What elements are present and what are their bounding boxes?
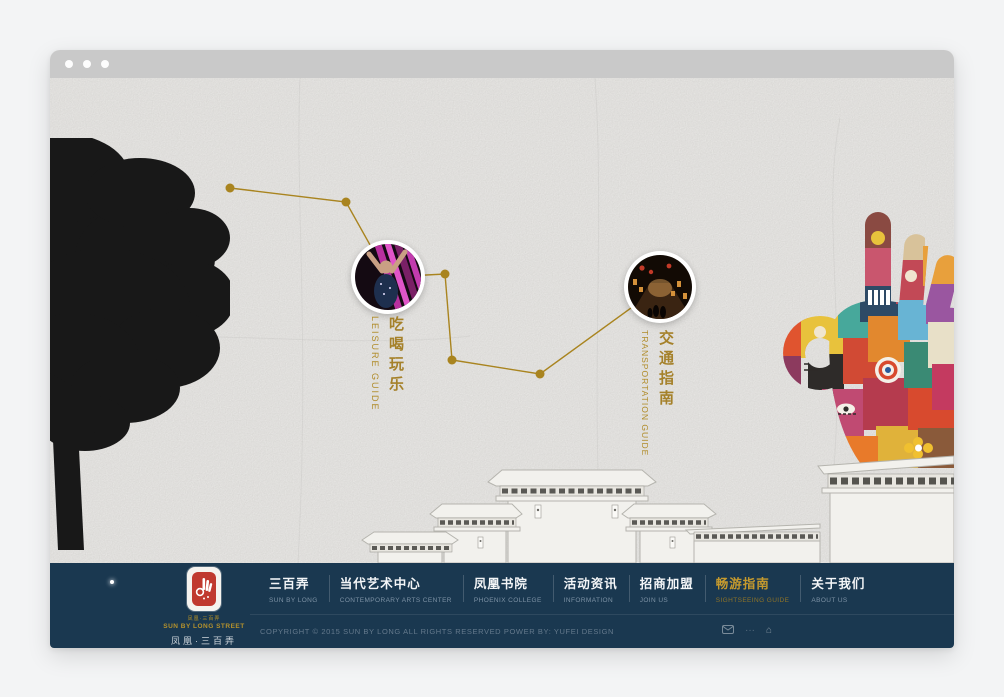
brand-name-en: SUN BY LONG STREET — [163, 623, 245, 630]
leisure-guide-label-zh: 吃喝玩乐 — [387, 316, 404, 396]
window-control-dot[interactable] — [101, 60, 109, 68]
leisure-photo[interactable] — [351, 240, 425, 314]
brand-seal-icon — [187, 567, 221, 611]
transportation-photo[interactable] — [624, 251, 696, 323]
window-titlebar[interactable] — [50, 50, 954, 78]
mail-icon[interactable] — [722, 625, 734, 637]
footer: 凤凰·三百弄 SUN BY LONG STREET 凤凰·三百弄 三百弄 SUN… — [50, 563, 954, 648]
nav-item-phoenix-college[interactable]: 凤凰书院 PHOENIX COLLEGE — [462, 573, 553, 604]
nav-item-sun-by-long[interactable]: 三百弄 SUN BY LONG — [269, 577, 318, 604]
more-icon[interactable]: ··· — [745, 625, 755, 636]
footer-logo[interactable]: 凤凰·三百弄 SUN BY LONG STREET 凤凰·三百弄 — [144, 567, 264, 647]
page-content: LEISURE GUIDE 吃喝玩乐 — [50, 78, 954, 648]
window-control-dot[interactable] — [83, 60, 91, 68]
nav-item-contemporary-arts-center[interactable]: 当代艺术中心 CONTEMPORARY ARTS CENTER — [328, 573, 463, 604]
brand-name-zh: 凤凰·三百弄 — [171, 636, 237, 646]
social-icons: ··· ⌂ — [722, 625, 772, 637]
footer-divider — [250, 614, 954, 615]
transportation-guide-label-en: TRANSPORTATION GUIDE — [640, 330, 650, 457]
nav-item-sightseeing-guide[interactable]: 畅游指南 SIGHTSEEING GUIDE — [704, 573, 801, 604]
leisure-guide-label-en: LEISURE GUIDE — [370, 316, 380, 412]
nav-item-information[interactable]: 活动资讯 INFORMATION — [552, 573, 629, 604]
nav-item-about-us[interactable]: 关于我们 ABOUT US — [800, 573, 876, 604]
copyright-bar: COPYRIGHT © 2015 SUN BY LONG ALL RIGHTS … — [50, 614, 954, 648]
transportation-guide-label[interactable]: TRANSPORTATION GUIDE 交通指南 — [640, 330, 676, 456]
transportation-guide-label-zh: 交通指南 — [657, 330, 674, 410]
route-path — [225, 183, 661, 379]
window-control-dot[interactable] — [65, 60, 73, 68]
nav-item-join-us[interactable]: 招商加盟 JOIN US — [628, 573, 705, 604]
sparkle-dot — [110, 580, 114, 584]
browser-window: LEISURE GUIDE 吃喝玩乐 — [50, 50, 954, 648]
leisure-guide-label[interactable]: LEISURE GUIDE 吃喝玩乐 — [370, 316, 406, 412]
footer-nav: 三百弄 SUN BY LONG 当代艺术中心 CONTEMPORARY ARTS… — [258, 573, 876, 604]
brand-tagline: 凤凰·三百弄 — [187, 616, 221, 622]
copyright-text: COPYRIGHT © 2015 SUN BY LONG ALL RIGHTS … — [260, 627, 615, 636]
home-icon[interactable]: ⌂ — [766, 625, 773, 636]
